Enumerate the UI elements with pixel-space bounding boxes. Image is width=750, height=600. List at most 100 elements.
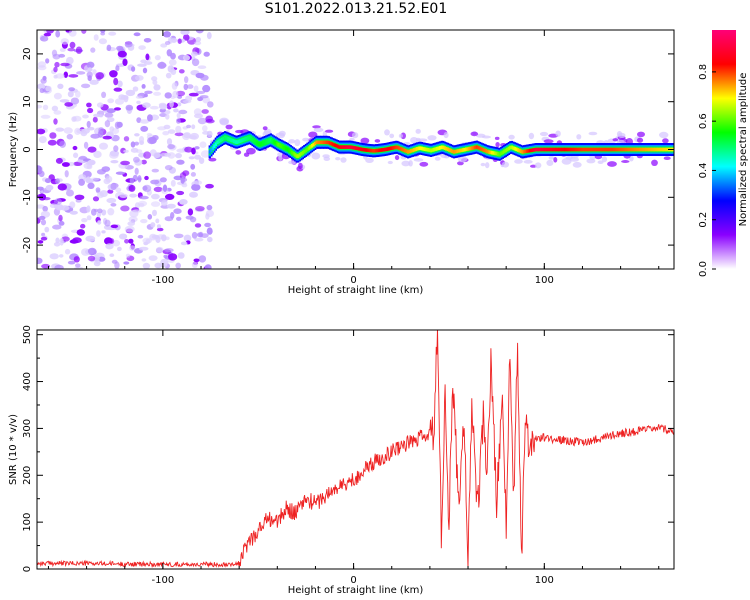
snr-plot-area — [37, 330, 674, 569]
trace-core — [628, 147, 631, 152]
trace-core — [530, 148, 533, 153]
trace-core — [597, 147, 601, 152]
trace-core — [272, 140, 276, 144]
noise-blob — [96, 102, 104, 108]
trace-halo — [311, 152, 321, 160]
trace-core — [362, 147, 366, 152]
trace-core — [419, 146, 422, 150]
noise-blob — [157, 61, 167, 69]
trace-core — [504, 148, 507, 153]
noise-blob — [127, 221, 135, 226]
noise-blob — [44, 226, 50, 233]
trace-core — [368, 148, 372, 153]
noise-blob — [176, 190, 185, 196]
noise-blob — [200, 74, 209, 81]
trace-halo — [597, 160, 604, 164]
trace-core — [611, 147, 614, 152]
trace-halo — [302, 137, 310, 142]
noise-blob — [124, 225, 135, 233]
noise-blob — [73, 256, 80, 263]
noise-blob — [68, 30, 77, 37]
trace-core — [375, 148, 378, 153]
trace-core — [367, 148, 370, 153]
noise-blob — [37, 83, 46, 90]
trace-core — [330, 142, 334, 146]
noise-blob — [195, 36, 201, 43]
noise-blob — [64, 170, 69, 178]
noise-blob — [182, 170, 190, 177]
trace-core — [422, 147, 425, 151]
noise-blob — [83, 141, 89, 149]
noise-blob — [90, 177, 100, 181]
noise-blob — [123, 149, 129, 153]
colorbar: 0.0 0.2 0.4 0.6 0.8 Normalized spectral ampl… — [698, 30, 749, 277]
trace-core — [286, 147, 289, 152]
colorbar-ticks: 0.0 0.2 0.4 0.6 0.8 — [698, 64, 716, 277]
noise-blob — [116, 121, 123, 128]
noise-blob — [93, 261, 101, 267]
noise-blob — [60, 62, 70, 67]
noise-blob — [40, 35, 49, 42]
noise-blob — [113, 145, 119, 152]
spectrogram-y-axis-label: Frequency (Hz) — [8, 112, 19, 188]
trace-core — [588, 147, 591, 152]
noise-blob — [81, 30, 87, 34]
trace-core — [313, 141, 317, 146]
noise-blob — [119, 193, 128, 198]
noise-blob — [180, 241, 188, 246]
trace-core — [223, 135, 227, 140]
trace-core — [640, 147, 643, 152]
noise-blob — [40, 236, 48, 241]
noise-blob — [180, 176, 185, 184]
trace-core — [556, 147, 559, 152]
trace-halo — [514, 159, 523, 164]
noise-blob — [124, 41, 133, 48]
noise-blob — [86, 205, 91, 213]
trace-halo — [419, 161, 429, 167]
trace-halo — [534, 162, 542, 169]
noise-blob — [107, 208, 115, 216]
noise-blob — [145, 53, 150, 61]
noise-blob — [173, 208, 182, 214]
trace-core — [274, 141, 277, 145]
trace-halo — [408, 160, 413, 167]
noise-blob — [159, 108, 167, 113]
trace-core — [471, 146, 474, 150]
trace-core — [570, 147, 573, 152]
noise-blob — [153, 91, 162, 96]
trace-core — [291, 150, 294, 155]
trace-core — [307, 146, 311, 150]
trace-core — [402, 148, 405, 152]
noise-blob — [89, 79, 99, 85]
noise-blob — [194, 146, 200, 150]
trace-core — [320, 140, 323, 145]
noise-blob — [128, 238, 134, 244]
noise-blob — [114, 98, 125, 105]
noise-blob — [92, 69, 97, 75]
noise-blob — [125, 89, 136, 97]
trace-core — [620, 147, 623, 152]
noise-blob — [41, 232, 46, 237]
noise-blob — [125, 253, 131, 258]
noise-blob — [144, 90, 153, 95]
trace-halo — [494, 136, 500, 140]
noise-blob — [71, 116, 77, 122]
trace-core — [399, 146, 402, 151]
trace-core — [361, 147, 364, 152]
y-tick-label: 10 — [22, 95, 33, 108]
noise-blob — [101, 230, 106, 234]
trace-core — [481, 147, 485, 152]
noise-blob — [42, 205, 48, 212]
trace-core — [608, 147, 611, 152]
trace-core — [252, 138, 256, 143]
trace-halo — [398, 133, 403, 138]
noise-blob — [134, 133, 140, 137]
noise-blob — [120, 160, 130, 166]
noise-blob — [95, 72, 104, 80]
trace-core — [486, 149, 489, 154]
trace-core — [242, 138, 245, 142]
trace-core — [625, 147, 628, 152]
trace-core — [265, 140, 268, 144]
noise-blob — [174, 132, 184, 137]
trace-core — [513, 146, 517, 151]
